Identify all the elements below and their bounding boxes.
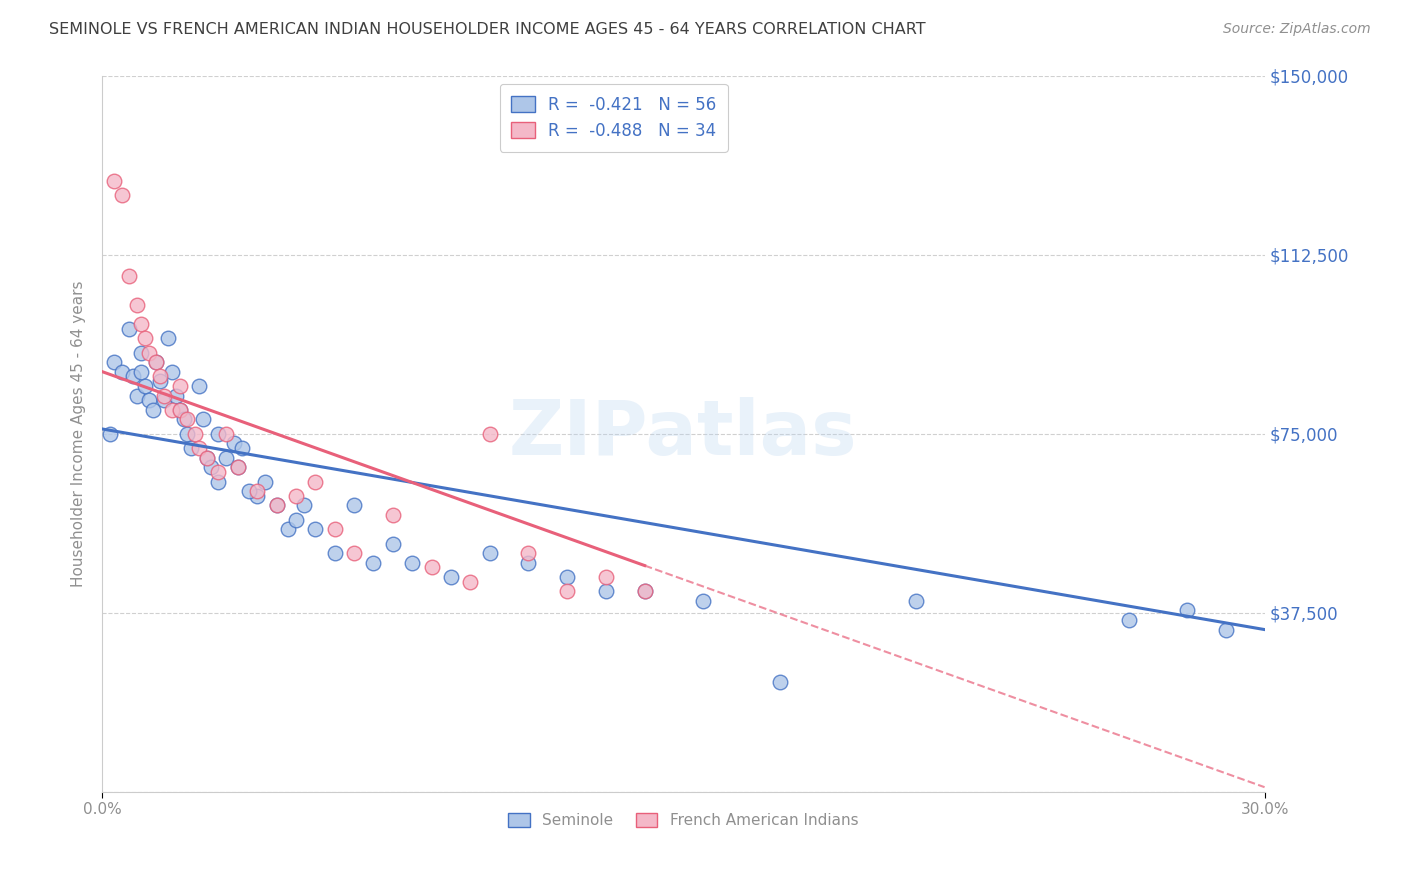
Point (176, 426, 198, 441)
Point (195, 450, 218, 465)
Point (769, 675, 792, 690)
Point (165, 388, 187, 402)
Point (478, 426, 501, 441)
Point (1215, 623, 1237, 637)
Point (634, 584, 657, 599)
Point (160, 402, 183, 417)
Point (173, 412, 195, 426)
Point (323, 522, 346, 536)
Point (238, 484, 260, 499)
Point (98, 426, 121, 441)
Point (145, 355, 167, 369)
Text: Source: ZipAtlas.com: Source: ZipAtlas.com (1223, 22, 1371, 37)
Point (595, 570, 617, 584)
Point (284, 489, 307, 503)
Point (191, 412, 214, 426)
Point (200, 460, 222, 475)
Point (253, 475, 276, 489)
Point (277, 522, 299, 536)
Point (153, 388, 176, 402)
Point (458, 574, 481, 589)
Point (904, 594, 927, 608)
Point (134, 379, 156, 393)
Point (517, 556, 540, 570)
Point (118, 269, 141, 284)
Point (169, 402, 191, 417)
Point (207, 426, 229, 441)
Point (692, 594, 714, 608)
Point (138, 393, 160, 408)
Point (129, 365, 152, 379)
Point (420, 560, 443, 574)
Point (222, 436, 245, 450)
Point (246, 484, 269, 499)
Point (215, 450, 238, 465)
Point (122, 369, 145, 384)
Point (180, 441, 202, 455)
Point (381, 508, 404, 522)
Point (555, 570, 578, 584)
Point (129, 317, 152, 331)
Point (142, 402, 165, 417)
Point (226, 460, 249, 475)
Point (110, 365, 132, 379)
Point (440, 570, 463, 584)
Point (145, 355, 167, 369)
Point (188, 441, 211, 455)
Point (103, 173, 125, 187)
Point (595, 584, 617, 599)
Text: SEMINOLE VS FRENCH AMERICAN INDIAN HOUSEHOLDER INCOME AGES 45 - 64 YEARS CORRELA: SEMINOLE VS FRENCH AMERICAN INDIAN HOUSE… (49, 22, 925, 37)
Point (401, 556, 423, 570)
Point (1118, 613, 1140, 627)
Point (292, 499, 315, 513)
Point (1175, 603, 1198, 617)
Point (478, 546, 501, 560)
Point (103, 355, 125, 369)
Point (195, 450, 218, 465)
Point (138, 345, 160, 359)
Point (304, 522, 326, 536)
Point (517, 546, 540, 560)
Point (266, 499, 288, 513)
Point (129, 345, 152, 359)
Point (134, 331, 156, 345)
Point (176, 412, 198, 426)
Point (169, 402, 191, 417)
Point (157, 331, 180, 345)
Point (555, 584, 578, 599)
Point (304, 475, 326, 489)
Point (160, 365, 183, 379)
Point (207, 465, 229, 479)
Point (125, 298, 148, 312)
Point (118, 321, 141, 335)
Y-axis label: Householder Income Ages 45 - 64 years: Householder Income Ages 45 - 64 years (72, 280, 86, 587)
Point (153, 393, 176, 408)
Point (363, 556, 385, 570)
Point (215, 426, 238, 441)
Legend: Seminole, French American Indians: Seminole, French American Indians (502, 806, 865, 835)
Point (284, 513, 307, 527)
Point (184, 426, 207, 441)
Point (149, 374, 172, 388)
Point (634, 584, 657, 599)
Point (266, 499, 288, 513)
Point (323, 546, 346, 560)
Point (149, 369, 172, 384)
Point (226, 460, 249, 475)
Point (110, 188, 132, 202)
Text: ZIPatlas: ZIPatlas (509, 397, 858, 471)
Point (381, 536, 404, 550)
Point (207, 475, 229, 489)
Point (246, 489, 269, 503)
Point (169, 379, 191, 393)
Point (188, 379, 211, 393)
Point (125, 388, 148, 402)
Point (343, 546, 366, 560)
Point (343, 499, 366, 513)
Point (231, 441, 253, 455)
